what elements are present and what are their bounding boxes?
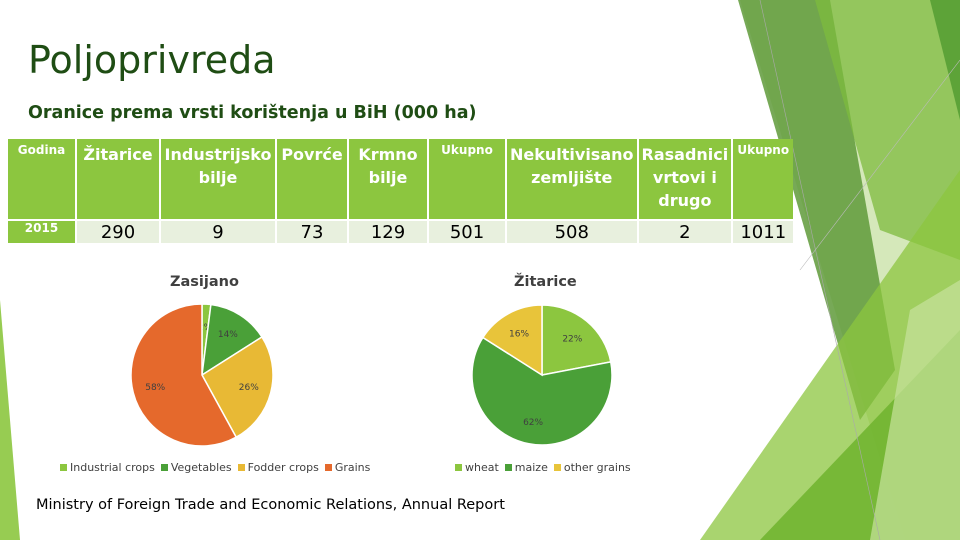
slide-subtitle: Oranice prema vrsti korištenja u BiH (00… [28,103,477,123]
table-row: 2015 290 9 73 129 501 508 2 1011 [8,221,794,243]
cell-rasadnici: 2 [638,221,732,243]
cell-ukupno-2: 1011 [733,221,794,243]
header-ukupno-2: Ukupno [733,139,794,219]
header-godina: Godina [8,139,75,219]
pie-chart-zasijano: 2% 14% 26% 58% [130,303,274,447]
pie-chart-zitarice: 22% 62% 16% [471,304,613,446]
legend-item-fodder-crops: Fodder crops [237,461,319,474]
chart-title-zitarice: Žitarice [514,274,577,290]
data-label-wheat: 22% [562,334,582,344]
legend-swatch [455,464,462,471]
legend-label: wheat [465,461,499,474]
legend-label: other grains [563,461,631,474]
legend-item-maize: maize [504,461,548,474]
legend-zitarice: wheat maize other grains [455,461,637,474]
header-nekultivisano: Nekultivisano zemljište [507,139,637,219]
data-label-vegetables: 14% [218,330,238,340]
header-krmno-bilje: Krmno bilje [349,139,427,219]
cell-ukupno-1: 501 [429,221,505,243]
legend-item-grains: Grains [324,461,371,474]
pie-slice-fodder-crops [201,335,274,439]
pie-slice-maize [471,336,613,446]
cell-nekultivisano: 508 [507,221,637,243]
legend-item-other-grains: other grains [553,461,631,474]
data-label-other-grains: 16% [509,329,529,339]
header-ukupno-1: Ukupno [429,139,505,219]
header-rasadnici: Rasadnici vrtovi i drugo [638,139,732,219]
legend-label: Vegetables [170,461,232,474]
cell-krmno-bilje: 129 [349,221,427,243]
slide-title: Poljoprivreda [28,38,276,82]
pie-slice-vegetables [201,303,263,377]
legend-item-wheat: wheat [455,461,499,474]
cell-year: 2015 [8,221,75,243]
data-label-industrial-crops: 2% [198,323,213,333]
legend-item-industrial-crops: Industrial crops [60,461,155,474]
header-povrce: Povrće [277,139,347,219]
land-use-table: Godina Žitarice Industrijsko bilje Povrć… [6,137,795,245]
source-note: Ministry of Foreign Trade and Economic R… [36,497,505,513]
legend-swatch [160,464,168,471]
legend-label: Fodder crops [247,461,319,474]
data-label-fodder-crops: 26% [239,383,259,393]
data-label-maize: 62% [523,418,543,428]
pie-slice-other-grains [481,304,543,377]
cell-industrijsko-bilje: 9 [161,221,275,243]
legend-zasijano: Industrial crops Vegetables Fodder crops Gr… [60,461,376,474]
cell-zitarice: 290 [77,221,159,243]
header-industrijsko-bilje: Industrijsko bilje [161,139,275,219]
legend-item-vegetables: Vegetables [160,461,232,474]
cell-povrce: 73 [277,221,347,243]
legend-swatch [324,464,332,471]
pie-slice-grains [130,303,238,447]
legend-swatch [553,464,561,471]
data-label-grains: 58% [145,383,165,393]
legend-label: Industrial crops [70,461,155,474]
legend-label: Grains [334,461,371,474]
legend-label: maize [514,461,548,474]
legend-swatch [504,464,512,471]
header-zitarice: Žitarice [77,139,159,219]
pie-slice-wheat [541,304,612,376]
table-header-row: Godina Žitarice Industrijsko bilje Povrć… [8,139,794,219]
chart-title-zasijano: Zasijano [170,274,239,290]
legend-swatch [60,464,67,471]
legend-swatch [237,464,245,471]
